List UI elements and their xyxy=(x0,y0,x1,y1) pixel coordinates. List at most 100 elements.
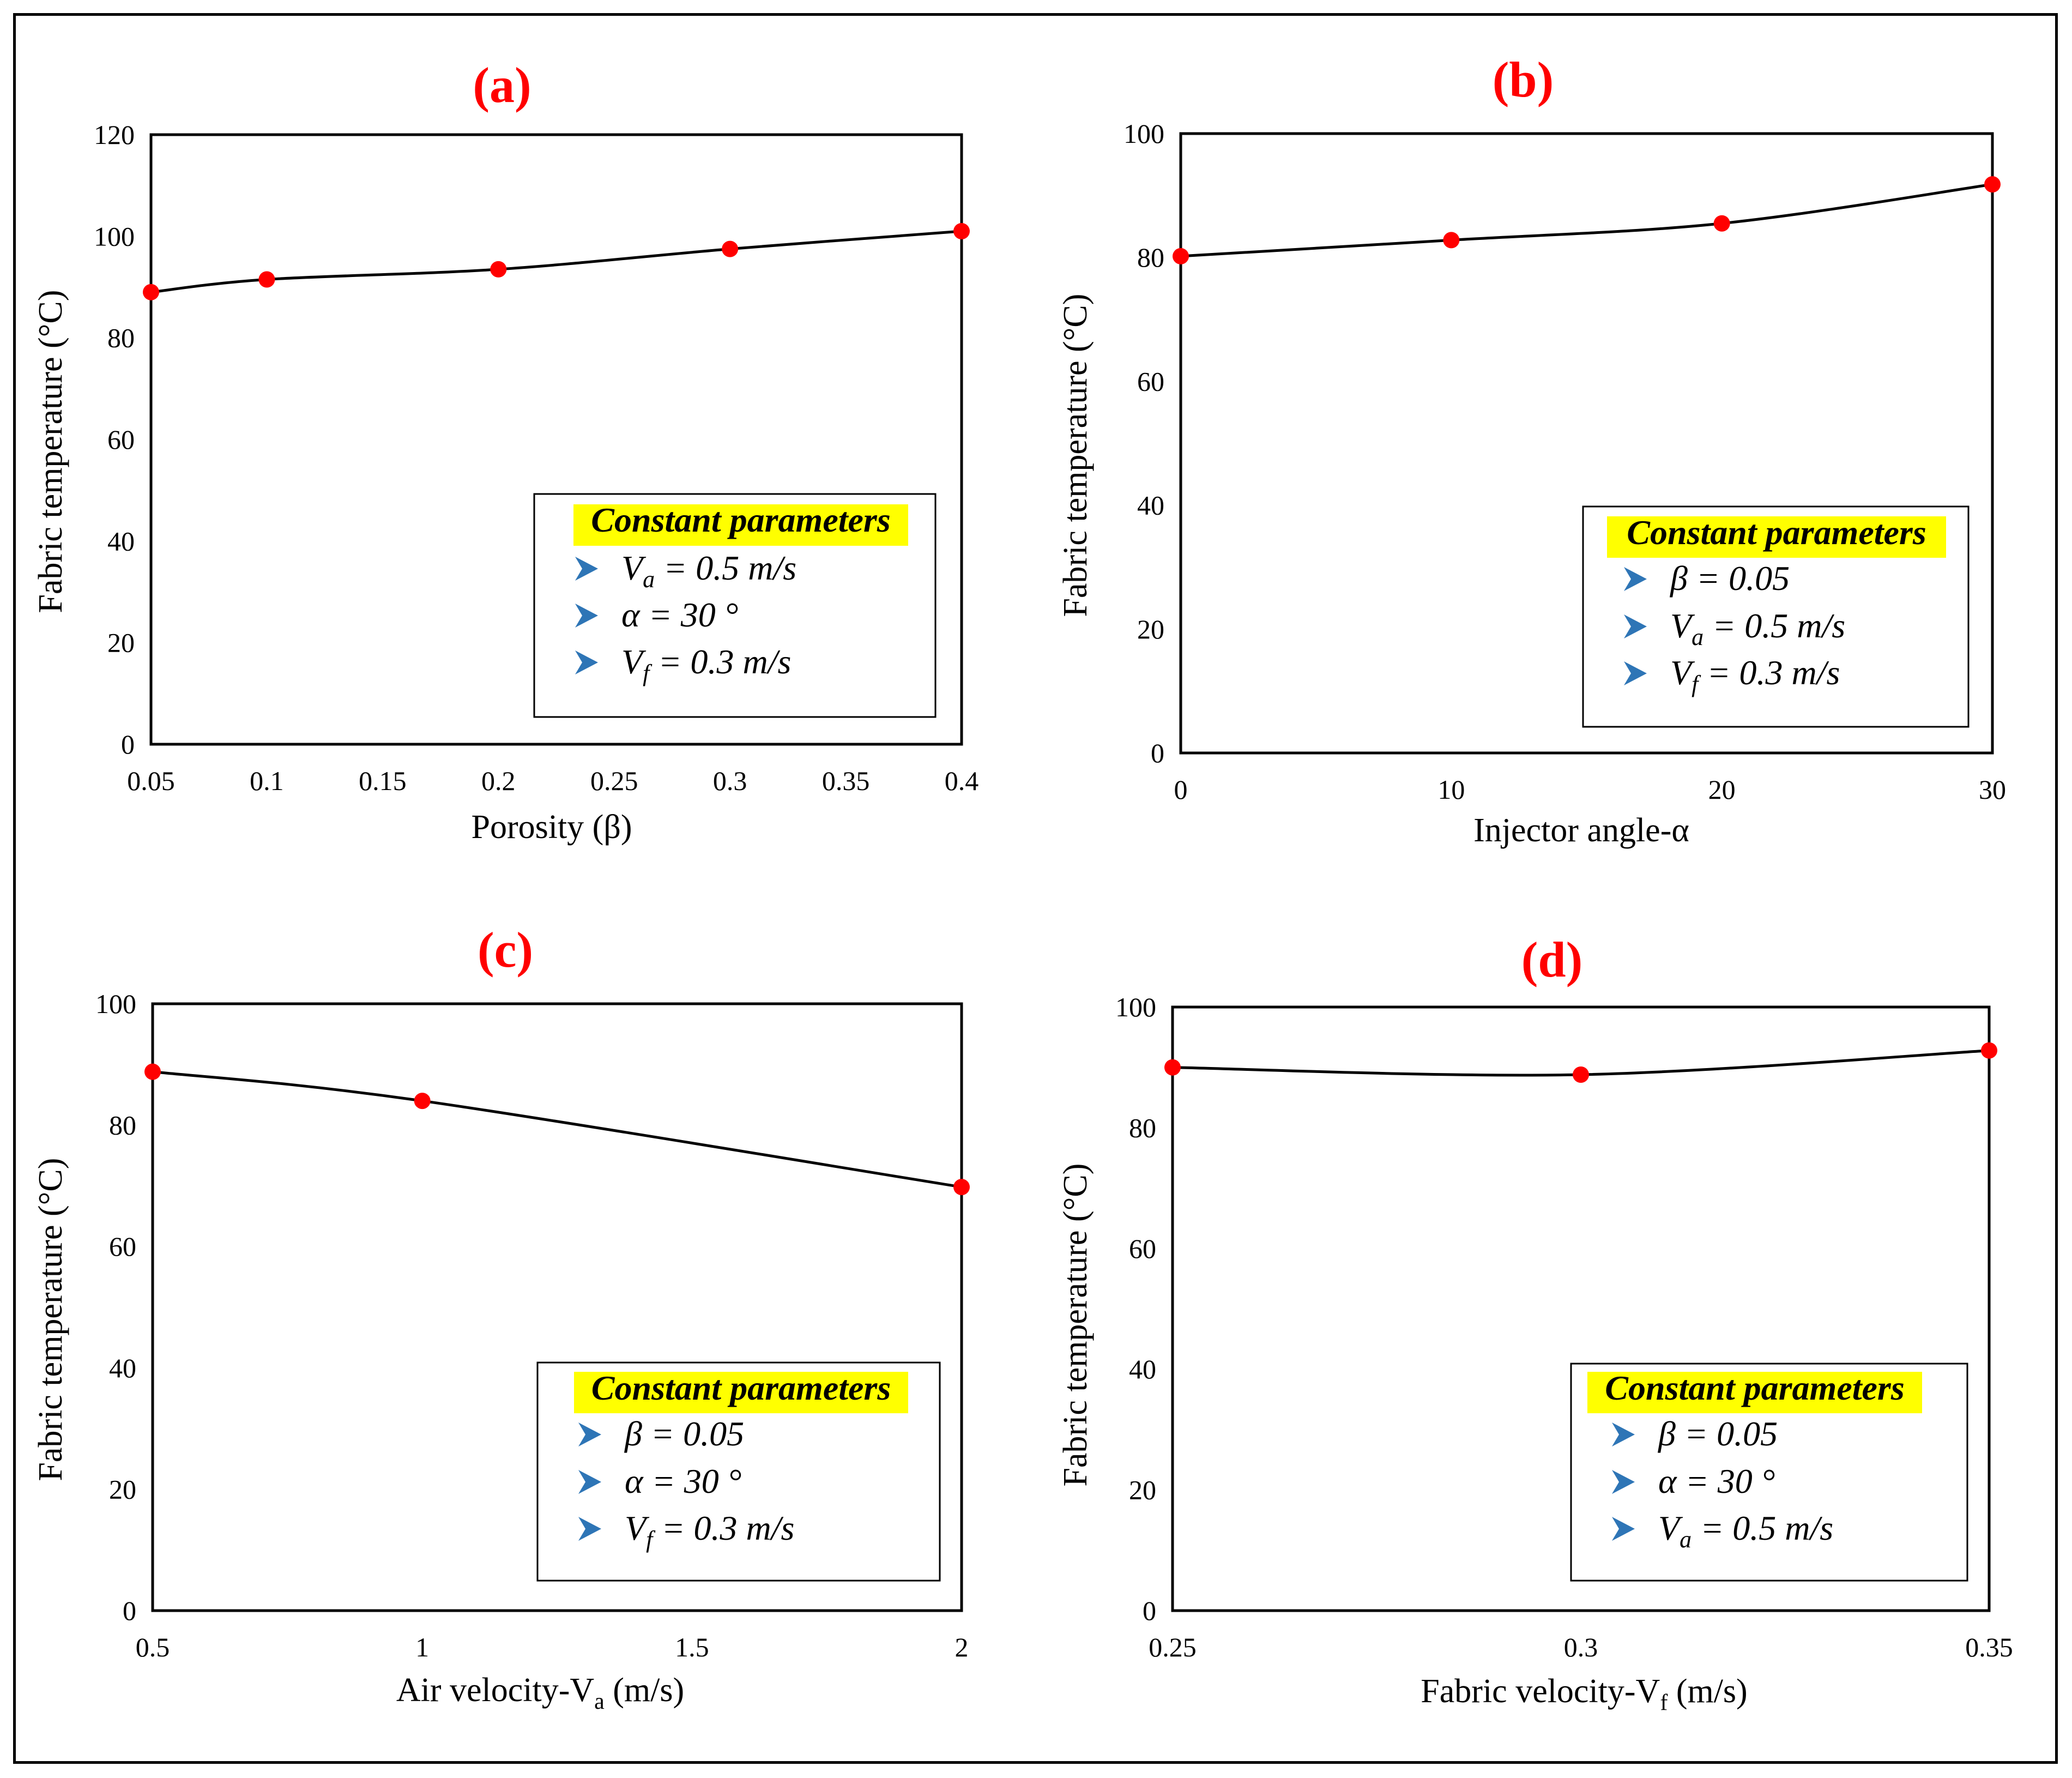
y-tick-label: 80 xyxy=(109,1110,136,1141)
x-tick-label: 2 xyxy=(955,1632,969,1662)
figure-frame: (a) 0 20 40 60 80 100 120 0.05 0.1 0.15 0.2 0.25 0.3 0… xyxy=(13,13,2058,1764)
data-point xyxy=(1443,232,1460,249)
chart-panel-a: (a) 0 20 40 60 80 100 120 0.05 0.1 0.15 0.2 0.25 0.3 0… xyxy=(32,57,978,846)
plot-area-frame xyxy=(1179,132,1994,755)
data-point xyxy=(490,261,507,278)
x-tick-label: 0.35 xyxy=(1965,1632,2013,1662)
panel-title: (a) xyxy=(473,57,531,113)
y-tick-label: 20 xyxy=(1129,1475,1156,1505)
data-point xyxy=(953,223,970,240)
x-tick-label: 0.5 xyxy=(136,1632,170,1662)
y-tick-label: 80 xyxy=(1129,1112,1156,1143)
y-tick-label: 120 xyxy=(94,119,135,150)
x-axis-label: Injector angle-α xyxy=(1473,812,1689,849)
panel-title: (d) xyxy=(1521,932,1582,987)
data-point xyxy=(258,271,275,288)
y-tick-label: 40 xyxy=(1137,490,1164,521)
y-tick-label: 40 xyxy=(109,1353,136,1383)
plot-area-frame xyxy=(151,1002,963,1612)
y-axis-label: Fabric temperature (°C) xyxy=(1057,294,1094,617)
x-tick-label: 0.15 xyxy=(359,766,407,796)
x-axis-label: Porosity (β) xyxy=(471,809,632,846)
plot-area-frame xyxy=(149,133,963,746)
x-tick-label: 0.25 xyxy=(1149,1632,1197,1662)
y-tick-label: 100 xyxy=(94,221,135,251)
arrow-bullet-icon xyxy=(1624,614,1647,638)
x-tick-label: 0.3 xyxy=(713,766,747,796)
x-tick-label: 1.5 xyxy=(675,1632,709,1662)
x-tick-label: 10 xyxy=(1437,774,1465,805)
legend-item: α = 30 ° xyxy=(625,1462,741,1500)
data-point xyxy=(1981,1042,1997,1059)
y-tick-label: 100 xyxy=(95,989,136,1019)
legend-title: Constant parameters xyxy=(1627,513,1926,552)
legend-item: Va = 0.5 m/s xyxy=(1670,606,1845,650)
x-tick-label: 0.35 xyxy=(822,766,870,796)
panel-title: (b) xyxy=(1493,52,1554,107)
legend-title-highlight xyxy=(574,1372,908,1413)
legend-item: α = 30 ° xyxy=(621,595,738,634)
y-axis-label: Fabric temperature (°C) xyxy=(1057,1164,1094,1487)
arrow-bullet-icon xyxy=(1612,1423,1635,1446)
data-point xyxy=(1573,1066,1589,1083)
y-tick-label: 60 xyxy=(1137,366,1164,396)
legend-item: β = 0.05 xyxy=(1669,559,1790,598)
legend-item: β = 0.05 xyxy=(1657,1414,1778,1453)
legend-item: Va = 0.5 m/s xyxy=(1658,1509,1833,1553)
x-axis-label: Air velocity-Va (m/s) xyxy=(396,1672,684,1714)
data-point xyxy=(1713,215,1730,232)
legend-title: Constant parameters xyxy=(591,1369,891,1407)
y-tick-label: 40 xyxy=(107,526,135,556)
panel-title: (c) xyxy=(478,922,533,978)
y-tick-label: 80 xyxy=(1137,242,1164,273)
arrow-bullet-icon xyxy=(578,1470,601,1494)
legend-title-highlight xyxy=(1587,1372,1922,1413)
x-tick-label: 0.2 xyxy=(481,766,516,796)
y-tick-label: 20 xyxy=(109,1474,136,1504)
y-axis-label: Fabric temperature (°C) xyxy=(32,1158,69,1481)
legend-item: β = 0.05 xyxy=(624,1414,744,1453)
data-point xyxy=(144,1063,161,1080)
y-tick-label: 60 xyxy=(1129,1233,1156,1264)
data-point xyxy=(722,240,739,257)
y-tick-label: 80 xyxy=(107,323,135,353)
x-tick-label: 0 xyxy=(1174,774,1188,805)
y-tick-label: 60 xyxy=(107,424,135,455)
arrow-bullet-icon xyxy=(575,557,598,581)
legend-item: Vf = 0.3 m/s xyxy=(621,642,791,686)
arrow-bullet-icon xyxy=(575,604,598,628)
data-point xyxy=(1173,248,1189,264)
y-tick-label: 40 xyxy=(1129,1354,1156,1384)
y-tick-label: 60 xyxy=(109,1231,136,1262)
y-tick-label: 100 xyxy=(1115,992,1156,1022)
y-tick-label: 0 xyxy=(1143,1595,1156,1626)
x-tick-label: 0.3 xyxy=(1564,1632,1598,1662)
legend-title-highlight xyxy=(573,504,908,546)
arrow-bullet-icon xyxy=(1612,1470,1635,1494)
y-axis-label: Fabric temperature (°C) xyxy=(32,290,69,613)
x-tick-label: 0.05 xyxy=(127,766,175,796)
x-tick-label: 0.4 xyxy=(945,766,979,796)
x-tick-label: 0.25 xyxy=(590,766,638,796)
x-tick-label: 1 xyxy=(415,1632,429,1662)
plot-area-frame xyxy=(1171,1005,1991,1612)
arrow-bullet-icon xyxy=(578,1423,601,1446)
x-tick-label: 20 xyxy=(1708,774,1736,805)
data-point xyxy=(1984,176,2001,193)
arrow-bullet-icon xyxy=(578,1517,601,1541)
data-point xyxy=(1164,1059,1181,1076)
legend-title-highlight xyxy=(1607,516,1946,558)
arrow-bullet-icon xyxy=(1624,661,1647,685)
legend-title: Constant parameters xyxy=(591,501,890,539)
data-point xyxy=(953,1179,970,1196)
y-tick-label: 100 xyxy=(1123,118,1164,149)
legend-item: Va = 0.5 m/s xyxy=(621,549,796,593)
y-tick-label: 20 xyxy=(1137,614,1164,644)
legend-item: Vf = 0.3 m/s xyxy=(1670,653,1840,697)
series-line xyxy=(150,230,962,294)
data-point xyxy=(414,1093,431,1110)
chart-panel-d: (d) 0 20 40 60 80 100 0.25 0.3 0.35 Fabric tempera… xyxy=(1057,932,2013,1715)
arrow-bullet-icon xyxy=(575,650,598,674)
legend-item: α = 30 ° xyxy=(1658,1462,1775,1500)
